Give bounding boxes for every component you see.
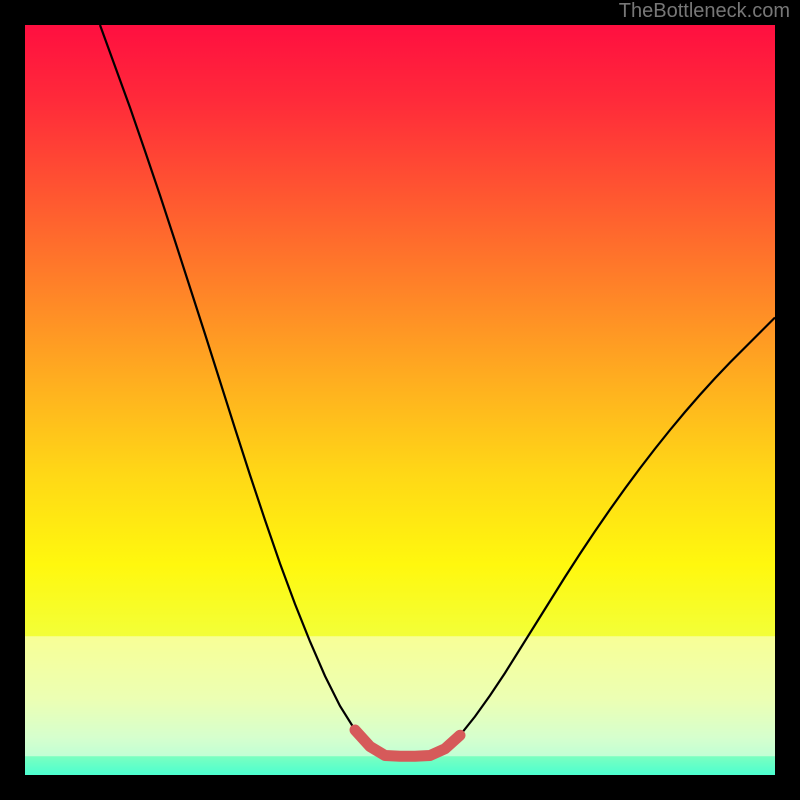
bottleneck-chart xyxy=(25,25,775,775)
watermark-text: TheBottleneck.com xyxy=(619,0,790,23)
chart-svg xyxy=(25,25,775,775)
